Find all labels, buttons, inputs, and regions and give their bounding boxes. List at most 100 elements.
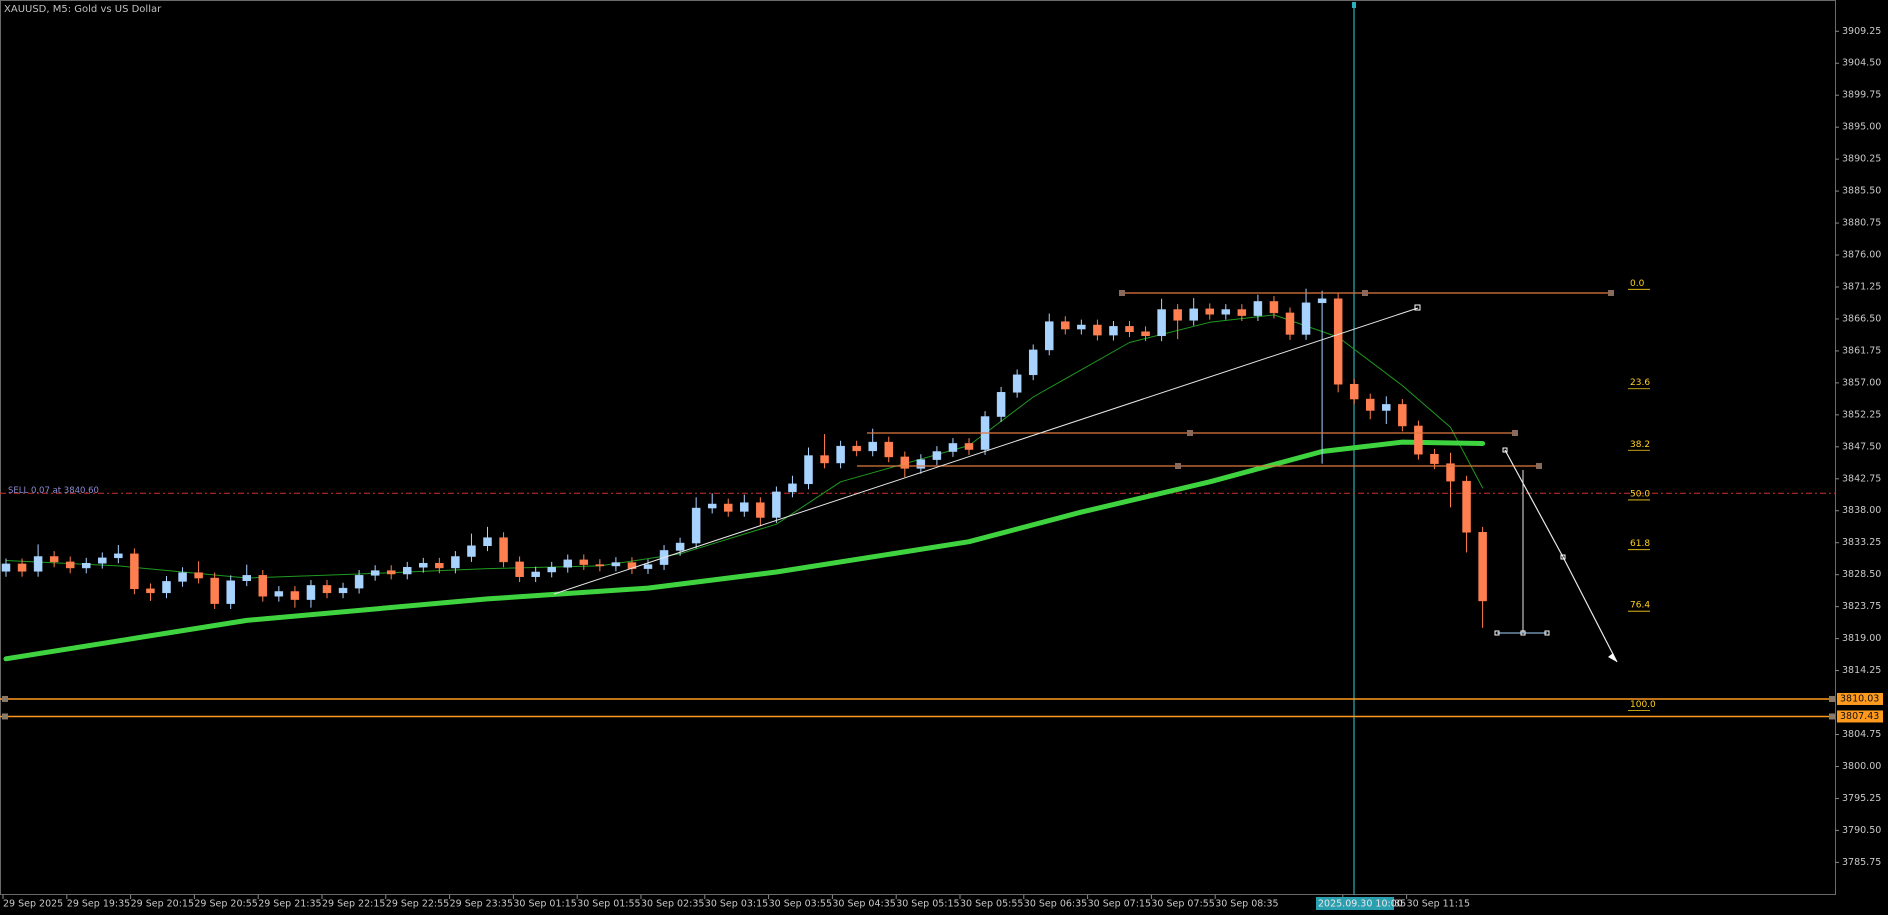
arrow-path: [1504, 449, 1618, 663]
candle-body: [1317, 298, 1327, 304]
candle-body: [242, 575, 251, 581]
y-tick-label: 3790.50: [1842, 825, 1881, 836]
x-tick-label: 30 Sep 05:15: [896, 899, 959, 910]
x-tick-label: 30 Sep 02:35: [641, 899, 704, 910]
y-tick-label: 3861.75: [1842, 345, 1881, 356]
candle-body: [772, 491, 781, 518]
x-tick-label: 30 Sep 08:35: [1215, 899, 1278, 910]
candle-body: [804, 455, 813, 485]
candle-body: [707, 503, 717, 509]
candle-body: [451, 556, 460, 569]
trend-line: [553, 307, 1419, 595]
y-tick-label: 3800.00: [1842, 761, 1881, 772]
x-tick-label: 29 Sep 22:15: [322, 899, 385, 910]
y-tick-label: 3895.00: [1842, 122, 1881, 133]
x-tick-label: 29 Sep 19:35: [67, 899, 130, 910]
candle-body: [467, 545, 476, 557]
candle-body: [1109, 326, 1118, 336]
y-tick-label: 3795.25: [1842, 793, 1881, 804]
x-tick-label: 30 Sep 07:55: [1151, 899, 1214, 910]
crosshair-handle: [1352, 2, 1356, 8]
candle-body: [836, 445, 845, 464]
candle-body: [386, 570, 396, 575]
candle-body: [563, 559, 572, 568]
cursor-label-box: [1316, 897, 1394, 910]
candle-body: [1237, 309, 1247, 316]
x-tick-label: 29 Sep 22:55: [386, 899, 449, 910]
y-tick-label: 3804.75: [1842, 729, 1881, 740]
candle-body: [419, 562, 428, 568]
chart-title: XAUUSD, M5: Gold vs US Dollar: [4, 4, 162, 15]
candle-body: [1173, 309, 1182, 321]
candle-body: [1141, 331, 1150, 337]
candle-body: [1093, 324, 1102, 336]
candle-body: [499, 537, 508, 563]
candle-body: [916, 459, 926, 469]
y-tick-label: 3899.75: [1842, 90, 1881, 101]
candle-body: [756, 502, 765, 518]
x-tick-label: 30 Sep 04:35: [832, 899, 895, 910]
candle-body: [1061, 321, 1070, 330]
candle-body: [370, 570, 380, 576]
order-label: SELL 0.07 at 3840.60: [8, 486, 99, 496]
candle-body: [306, 585, 316, 600]
anchor-points: [1119, 290, 1614, 469]
candle-body: [130, 553, 139, 590]
candle-body: [820, 455, 829, 464]
y-tick-label: 3857.00: [1842, 377, 1881, 388]
x-tick-label: 29 Sep 20:55: [194, 899, 257, 910]
candle-body: [884, 441, 893, 458]
candle-body: [868, 441, 877, 452]
candle-body: [1333, 298, 1343, 385]
y-tick-label: 3866.50: [1842, 313, 1881, 324]
x-tick-label: 30 Sep 07:15: [1088, 899, 1151, 910]
anchor-point: [1829, 713, 1835, 720]
anchor-point: [2, 713, 8, 720]
candle-body: [675, 542, 685, 551]
x-tick-label: 30 Sep 03:55: [769, 899, 832, 910]
candle-body: [98, 557, 107, 564]
y-tick-label: 3785.75: [1842, 857, 1881, 868]
y-tick-label: 3909.25: [1842, 26, 1881, 37]
candle-body: [17, 563, 27, 572]
candle-body: [643, 564, 653, 569]
candle-body: [65, 561, 75, 569]
candle-body: [948, 443, 958, 452]
candle-body: [178, 572, 187, 582]
y-tick-label: 3890.25: [1842, 154, 1881, 165]
candle-body: [1, 563, 11, 572]
cursor-label: 2025.09.30 10:00: [1318, 899, 1403, 910]
candle-body: [996, 392, 1006, 417]
candle-body: [788, 483, 797, 493]
fibo-label: 100.0: [1630, 700, 1656, 710]
x-tick-label: 29 Sep 23:35: [450, 899, 513, 910]
candle-body: [322, 585, 332, 594]
candle-body: [194, 572, 203, 579]
x-tick-label: 30 Sep 03:15: [705, 899, 768, 910]
candle-body: [1189, 308, 1198, 321]
candle-body: [932, 451, 942, 460]
candle-body: [403, 567, 412, 575]
y-tick-label: 3847.50: [1842, 441, 1881, 452]
candle-body: [1398, 404, 1407, 427]
x-tick-label: 30 Sep 11:15: [1407, 899, 1470, 910]
candle-body: [964, 443, 974, 450]
candle-body: [611, 562, 621, 567]
candle-body: [547, 567, 556, 573]
candle-body: [724, 503, 733, 512]
anchor-points: [1494, 447, 1566, 636]
x-tick-label: 30 Sep 06:35: [1024, 899, 1087, 910]
candle-body: [1269, 301, 1279, 314]
candle-body: [595, 564, 605, 567]
candle-body: [1430, 453, 1439, 464]
candle-body: [435, 562, 444, 569]
candle-body: [274, 591, 284, 597]
candle-body: [1462, 480, 1471, 533]
candle-body: [1414, 425, 1423, 455]
candle-body: [1045, 321, 1054, 351]
anchor-point: [1414, 304, 1421, 311]
plot-frame: [0, 0, 1836, 895]
moving-average: [5, 314, 1484, 579]
y-tick-label: 3838.00: [1842, 505, 1881, 516]
